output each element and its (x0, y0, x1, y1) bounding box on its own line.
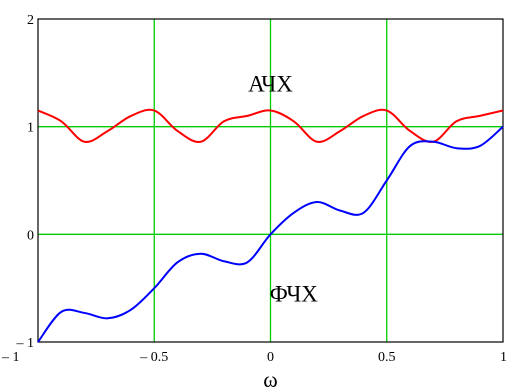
y-tick-label: – 1 (16, 336, 35, 351)
y-tick-label: 0 (27, 228, 34, 243)
x-tick-label: 0.5 (378, 350, 396, 365)
x-tick-label: – 0.5 (139, 350, 168, 365)
y-tick-labels: – 1 0 1 2 (16, 13, 35, 351)
annotations: АЧХ ФЧХ (248, 72, 318, 307)
x-tick-label: – 1 (1, 350, 20, 365)
x-tick-label: 0 (267, 350, 274, 365)
series-line-2 (37, 125, 504, 343)
x-axis-label: ω (263, 367, 277, 392)
annotation-label: АЧХ (248, 72, 293, 97)
y-tick-label: 1 (27, 121, 34, 136)
y-tick-label: 2 (27, 13, 34, 28)
plot-frame (37, 18, 504, 343)
series-layer (37, 108, 504, 343)
annotation-label: ФЧХ (270, 282, 319, 307)
x-tick-labels: – 1 – 0.5 0 0.5 1 (1, 350, 507, 365)
x-tick-label: 1 (500, 350, 507, 365)
